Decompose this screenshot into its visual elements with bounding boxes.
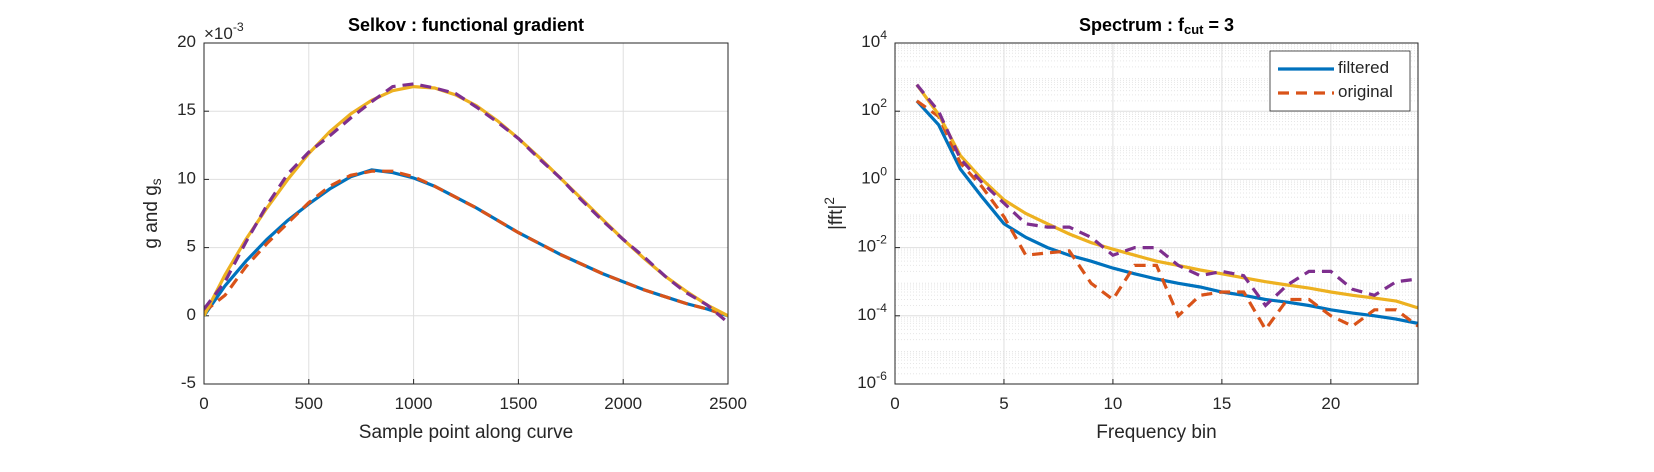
y-tick-label: 102: [861, 96, 887, 119]
x-tick-label: 20: [1321, 394, 1340, 413]
series-line: [915, 83, 1418, 310]
x-tick-label: 2500: [709, 394, 747, 413]
x-tick-label: 5: [999, 394, 1008, 413]
y-tick-label: 10-4: [857, 301, 887, 324]
series-line: [204, 84, 728, 318]
series-line: [915, 83, 1418, 308]
x-tick-label: 1000: [395, 394, 433, 413]
x-axis-label: Frequency bin: [1096, 422, 1216, 443]
axes-box: [894, 42, 1419, 385]
x-tick-label: 10: [1103, 394, 1122, 413]
series-line: [915, 99, 1418, 325]
x-axis-label: Sample point along curve: [359, 422, 573, 443]
axes-box: [203, 42, 729, 385]
series-line: [204, 169, 728, 318]
chart-title: Selkov : functional gradient: [348, 15, 584, 35]
y-axis-label: g and gs: [141, 178, 164, 248]
series-line: [204, 82, 728, 324]
y-multiplier: ×10-3: [204, 20, 244, 43]
y-tick-label: 0: [187, 305, 196, 324]
legend-label: original: [1338, 82, 1393, 101]
y-tick-label: 100: [861, 165, 887, 188]
y-tick-label: 10-2: [857, 233, 887, 256]
x-tick-label: 2000: [604, 394, 642, 413]
x-tick-label: 1500: [499, 394, 537, 413]
x-tick-label: 500: [295, 394, 323, 413]
y-tick-label: 10: [177, 169, 196, 188]
y-tick-label: -5: [181, 373, 196, 392]
y-tick-label: 10-6: [857, 369, 887, 392]
chart-title: Spectrum : fcut = 3: [1079, 15, 1234, 38]
y-tick-label: 20: [177, 32, 196, 51]
legend-label: filtered: [1338, 58, 1389, 77]
legend-box: [1269, 50, 1411, 112]
y-tick-label: 104: [861, 28, 887, 51]
x-tick-label: 0: [199, 394, 208, 413]
x-tick-label: 15: [1212, 394, 1231, 413]
y-tick-label: 5: [187, 237, 196, 256]
x-tick-label: 0: [890, 394, 899, 413]
plot-area: [204, 43, 728, 384]
y-tick-label: 15: [177, 101, 196, 120]
y-axis-label: |fft|2: [822, 197, 847, 230]
